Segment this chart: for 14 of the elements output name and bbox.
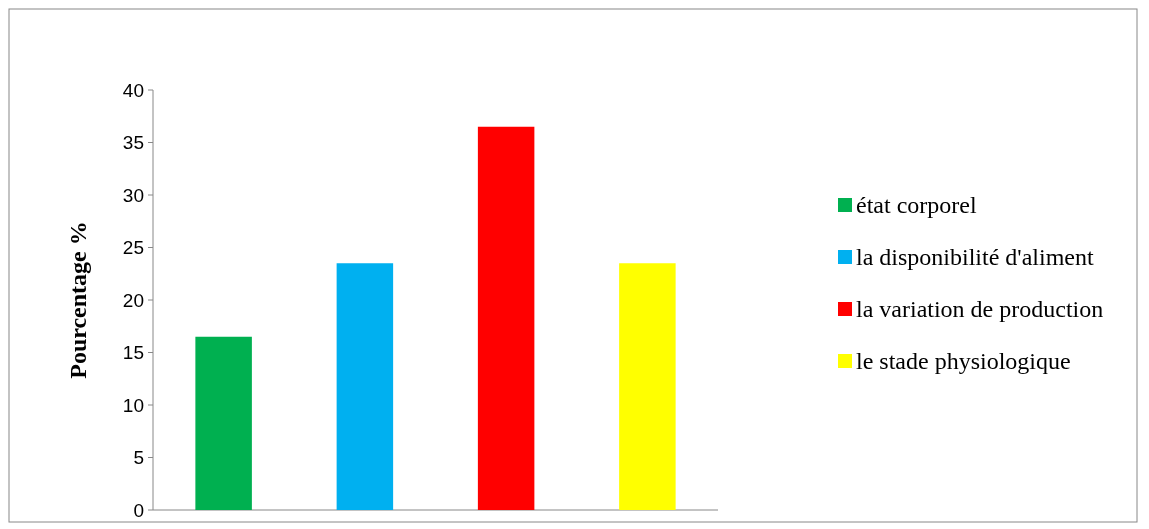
y-tick-label: 5	[133, 447, 144, 469]
y-tick-label: 10	[122, 394, 144, 416]
legend-label: la disponibilité d'aliment	[856, 244, 1094, 271]
legend-label: le stade physiologique	[856, 348, 1071, 375]
y-tick-label: 20	[122, 289, 144, 311]
y-tick-label: 40	[122, 79, 144, 101]
y-tick-label: 15	[122, 342, 144, 364]
y-tick-label: 25	[122, 237, 144, 259]
legend-label: la variation de production	[856, 296, 1104, 323]
y-tick-label: 0	[133, 499, 144, 521]
legend-label: état corporel	[856, 192, 977, 219]
y-axis-title: Pourcentage %	[65, 221, 91, 379]
y-tick-label: 35	[122, 132, 144, 154]
y-tick-label: 30	[122, 184, 144, 206]
